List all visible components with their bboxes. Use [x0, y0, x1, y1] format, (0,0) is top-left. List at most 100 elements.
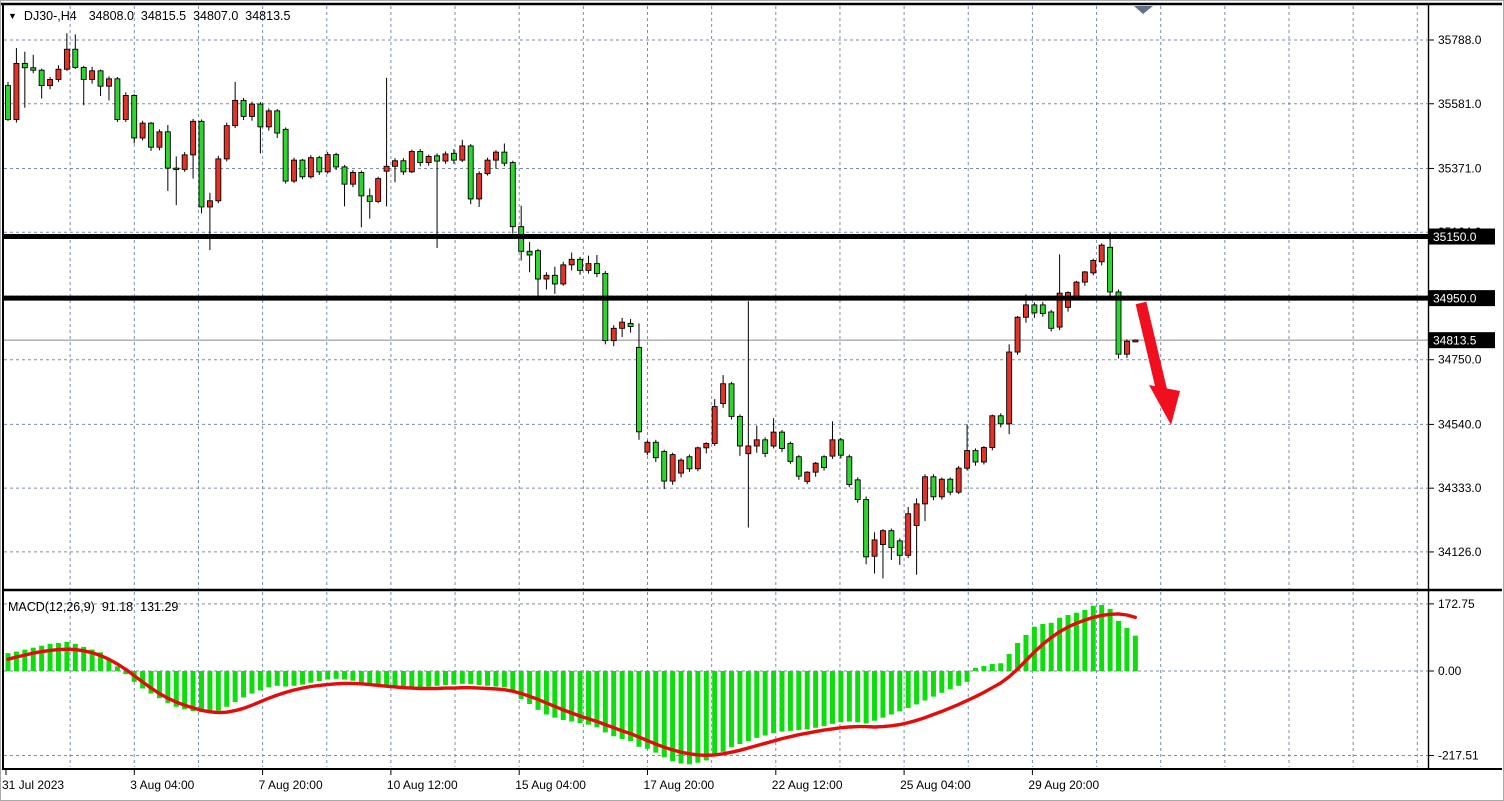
bull-candle — [644, 441, 651, 453]
sell-arrow-annotation[interactable] — [1135, 301, 1180, 425]
macd-axis[interactable]: 172.75 0.00 -217.51 — [1428, 597, 1479, 763]
bull-candle — [408, 151, 415, 173]
macd-bar — [140, 671, 146, 689]
bull-candle — [324, 154, 331, 173]
macd-readout: MACD(12,26,9) 91.18 131.29 — [8, 600, 185, 614]
macd-bar — [224, 671, 230, 707]
macd-bar — [737, 671, 743, 745]
bear-candle — [417, 151, 424, 164]
macd-bar — [1057, 617, 1063, 671]
bear-candle — [930, 476, 937, 498]
price-tick-label: 34333.0 — [1438, 481, 1482, 495]
macd-bar — [905, 671, 911, 708]
bear-candle — [627, 322, 634, 327]
bull-candle — [938, 478, 945, 498]
bear-candle — [38, 69, 45, 87]
macd-bar — [156, 671, 162, 699]
macd-bar — [123, 671, 129, 675]
bear-candle — [450, 152, 457, 161]
time-tick-label: 31 Jul 2023 — [2, 778, 64, 792]
bull-candle — [720, 383, 727, 404]
macd-bar — [720, 671, 726, 752]
macd-bar — [611, 671, 617, 737]
macd-bar — [485, 671, 491, 686]
macd-bar — [939, 671, 945, 693]
macd-bar — [872, 671, 878, 721]
bull-candle — [1132, 339, 1139, 343]
quote-low: 34807.0 — [193, 9, 239, 23]
level-price-badge: 34950.0 — [1429, 290, 1495, 307]
current-price-badge-text: 34813.5 — [1433, 334, 1477, 348]
macd-bar — [1132, 635, 1138, 671]
macd-bar — [173, 671, 179, 707]
bear-candle — [164, 131, 171, 169]
macd-bar — [350, 671, 356, 681]
bear-candle — [1048, 311, 1055, 329]
bear-candle — [636, 346, 642, 433]
macd-bar — [198, 671, 204, 713]
macd-bar — [543, 671, 549, 715]
bear-candle — [837, 439, 844, 456]
macd-plot-area[interactable] — [4, 590, 1428, 768]
macd-bar — [493, 671, 499, 687]
macd-bar — [266, 671, 272, 688]
macd-bar — [855, 671, 861, 723]
symbol-dropdown-icon[interactable]: ▼ — [8, 11, 17, 21]
bull-candle — [703, 443, 710, 449]
macd-bar — [981, 665, 987, 671]
macd-bar — [182, 671, 188, 710]
bear-candle — [30, 67, 37, 71]
macd-bar — [678, 671, 684, 764]
macd-tick-label: 0.00 — [1438, 664, 1462, 678]
macd-bar — [661, 671, 667, 758]
bear-candle — [333, 154, 340, 168]
bear-candle — [21, 62, 28, 69]
bear-candle — [526, 250, 533, 256]
macd-bar — [342, 671, 348, 680]
macd-bar — [283, 671, 289, 687]
level-price-badge-bg — [1429, 228, 1495, 245]
macd-bar — [880, 671, 886, 718]
macd-bar — [501, 671, 507, 688]
macd-bar — [165, 671, 171, 703]
bull-candle — [215, 158, 222, 202]
macd-bar — [55, 643, 61, 671]
bear-candle — [509, 162, 516, 228]
bull-candle — [425, 155, 432, 164]
macd-bar — [316, 671, 322, 682]
main-plot-area[interactable] — [4, 4, 1428, 590]
bear-candle — [72, 48, 79, 68]
macd-bar — [703, 671, 709, 761]
bull-candle — [1006, 351, 1013, 425]
bear-candle — [316, 157, 323, 173]
macd-bar — [787, 671, 793, 731]
macd-bar — [922, 671, 928, 701]
macd-bar — [821, 671, 827, 727]
bull-candle — [1081, 271, 1088, 283]
price-tick-label: 35581.0 — [1438, 97, 1482, 111]
bear-candle — [173, 167, 180, 170]
quote-high: 34815.5 — [140, 9, 187, 23]
macd-bar — [400, 671, 406, 689]
bear-candle — [846, 456, 853, 485]
arrow-head — [1149, 385, 1180, 425]
bull-candle — [585, 263, 592, 271]
bear-candle — [863, 499, 870, 558]
bull-candle — [206, 200, 213, 208]
bull-candle — [375, 178, 382, 202]
bear-candle — [400, 160, 407, 173]
time-axis[interactable]: 31 Jul 2023 3 Aug 04:00 7 Aug 20:00 10 Aug … — [2, 770, 1099, 792]
macd-bar — [846, 671, 852, 722]
bull-candle — [711, 406, 718, 444]
bear-candle — [366, 195, 373, 202]
bull-candle — [232, 99, 239, 127]
grid — [4, 6, 1428, 767]
bear-candle — [282, 128, 289, 182]
price-axis[interactable]: 35788.035581.035371.035164.034750.034540… — [1428, 33, 1495, 559]
bear-candle — [896, 540, 903, 556]
bull-candle — [392, 160, 398, 167]
macd-bar — [1023, 634, 1029, 671]
bull-candle — [543, 274, 550, 280]
